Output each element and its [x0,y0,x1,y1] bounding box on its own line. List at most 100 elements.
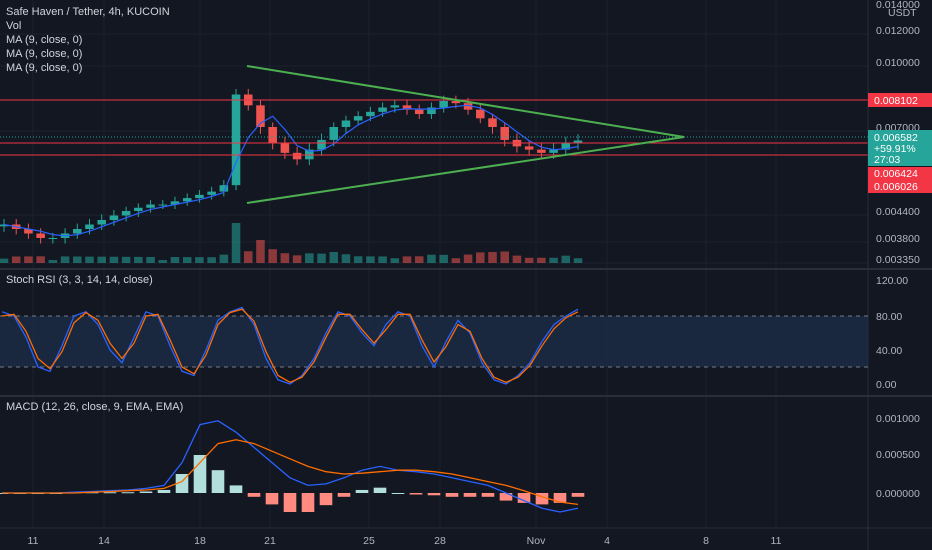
volume-bar [414,256,424,263]
price-tick: 0.004400 [876,206,920,218]
candle-body [402,105,412,110]
time-tick: 25 [363,535,375,547]
main-legend: Safe Haven / Tether, 4h, KUCOIN Vol MA (… [6,5,170,75]
macd-histogram-bar [553,493,567,503]
candle-body [231,94,241,186]
grid-lines [0,0,868,528]
macd-histogram-bar [121,492,135,494]
volume-bar [48,260,58,263]
last-price-text: 0.006582 [874,132,918,144]
stoch-legend[interactable]: Stoch RSI (3, 3, 14, 14, close) [6,273,153,287]
volume-bar [146,256,155,263]
triangle-upper-trendline[interactable] [246,65,685,138]
price-pane[interactable] [0,65,868,263]
volume-bar [85,256,94,263]
stoch-axis[interactable]: 120.00 80.00 40.00 0.00 [876,275,908,391]
time-tick: 21 [264,535,276,547]
candle-body [121,211,131,216]
macd-axis[interactable]: 0.001000 0.000500 0.000000 [876,413,920,500]
candle-body [341,120,351,127]
volume-bar [231,223,241,263]
price-tick: 0.012000 [876,25,920,37]
macd-histogram-bar [301,493,315,512]
currency-label: USDT [888,7,917,19]
resistance-badge-text: 0.008102 [874,95,918,107]
candle-body [500,127,509,140]
indicator-volume[interactable]: Vol [6,20,22,32]
volume-bar [11,256,21,263]
volume-bar [219,254,229,263]
candle-body [439,101,448,108]
macd-histogram-bar [481,493,495,497]
stoch-tick: 80.00 [876,311,902,323]
macd-title[interactable]: MACD (12, 26, close, 9, EMA, EMA) [6,401,184,413]
volume-bar [317,253,326,263]
triangle-lower-trendline[interactable] [246,136,685,204]
candle-body [378,107,387,112]
macd-histogram-bar [391,493,405,494]
resistance-badge [868,93,932,107]
candle-body [524,146,534,150]
candle-body [427,107,436,114]
volume-bar [451,258,461,263]
volume-bar [158,260,168,263]
support-lower-badge [868,180,932,193]
volume-bar [292,255,302,263]
volume-bar [24,256,33,263]
volume-bar [268,249,277,263]
support-upper-badge-text: 0.006424 [874,168,918,180]
candle-body [329,127,339,140]
macd-tick: 0.001000 [876,413,920,425]
candle-body [207,191,216,195]
last-price-badge [868,130,932,166]
price-axis[interactable]: 0.014000 USDT 0.012000 0.010000 0.007000… [876,0,920,266]
volume-bar [170,257,180,263]
indicator-ma-2[interactable]: MA (9, close, 0) [6,48,83,60]
macd-histogram-bar [445,493,459,497]
time-tick: 8 [703,535,709,547]
macd-histogram-bar [211,470,225,493]
volume-bar [390,258,400,263]
indicator-ma-3[interactable]: MA (9, close, 0) [6,62,83,74]
volume-bar [439,254,448,263]
candle-body [366,111,375,117]
price-tick: 0.003800 [876,233,920,245]
volume-bar [366,256,375,263]
candle-body [73,229,82,234]
volume-bar [378,256,387,263]
candle-body [158,204,168,206]
macd-histogram-bar [193,455,207,493]
macd-histogram-bar [571,493,585,497]
stoch-title[interactable]: Stoch RSI (3, 3, 14, 14, close) [6,274,153,286]
stoch-k-line [1,306,579,385]
volume-bar [195,257,204,263]
macd-histogram-bar [229,485,243,493]
stoch-rsi-pane[interactable] [0,306,868,385]
macd-histogram-bar [355,489,369,493]
candle-body [24,229,33,234]
macd-legend[interactable]: MACD (12, 26, close, 9, EMA, EMA) [6,400,183,414]
volume-bar [60,256,70,263]
candle-body [48,238,58,239]
volume-bar [524,257,534,263]
macd-histogram-bar [337,493,351,497]
macd-tick: 0.000000 [876,488,920,500]
symbol-title[interactable]: Safe Haven / Tether, 4h, KUCOIN [6,6,170,18]
macd-histogram-bar [427,493,441,496]
candle-body [268,127,277,144]
candle-body [537,149,546,153]
macd-histogram-bar [283,493,297,512]
volume-bar [488,252,497,263]
volume-bar [121,256,131,263]
candle-body [0,224,9,227]
time-tick: 11 [771,535,782,547]
candle-body [292,152,302,160]
stoch-d-line [1,308,579,384]
candle-body [561,143,571,150]
time-axis[interactable]: 11 14 18 21 25 28 Nov 4 8 11 [28,535,782,547]
candle-body [256,105,265,127]
indicator-ma-1[interactable]: MA (9, close, 0) [6,34,83,46]
volume-bar [305,253,314,263]
macd-pane[interactable] [0,420,585,513]
